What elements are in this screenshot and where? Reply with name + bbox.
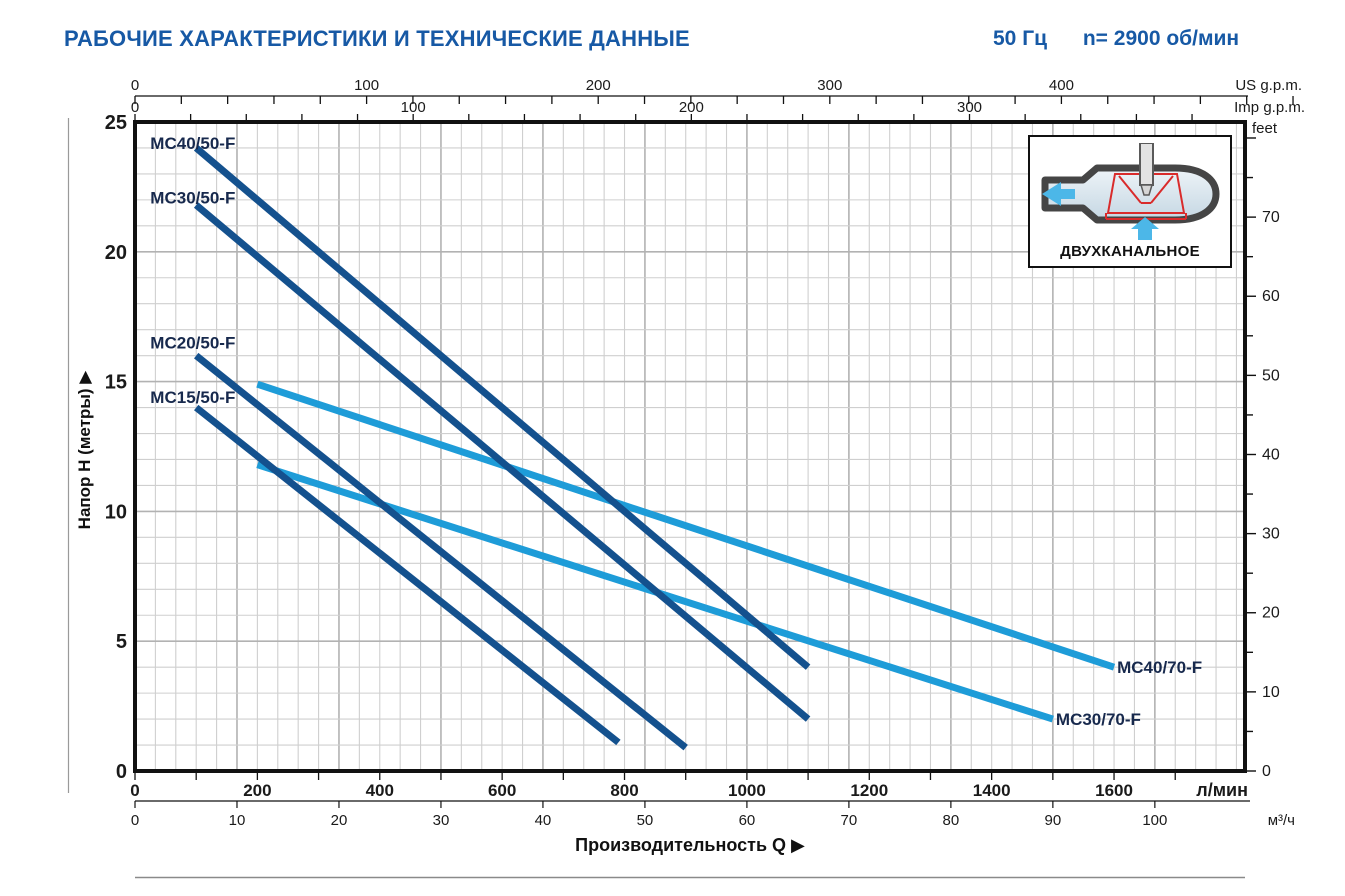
inset-caption: ДВУХКАНАЛЬНОЕ bbox=[1060, 243, 1200, 260]
meters-tick-label: 15 bbox=[105, 372, 127, 394]
us-tick-label: 0 bbox=[131, 77, 139, 94]
lmin-tick-label: 800 bbox=[610, 781, 638, 800]
feet-tick-label: 0 bbox=[1262, 763, 1271, 780]
lmin-tick-label: 600 bbox=[488, 781, 516, 800]
feet-tick-label: 60 bbox=[1262, 288, 1280, 305]
frequency-label: 50 Гц bbox=[993, 27, 1048, 50]
axis-lmin: 0 200 400 600 800 1000 1200 1400 1600 л/мин bbox=[130, 773, 1248, 800]
feet-tick-label: 20 bbox=[1262, 605, 1280, 622]
chart-border bbox=[133, 120, 1247, 773]
feet-tick-label: 40 bbox=[1262, 446, 1280, 463]
lmin-tick-label: 1000 bbox=[728, 781, 766, 800]
header-specs: 50 Гц n= 2900 об/мин bbox=[993, 27, 1239, 51]
feet-tick-label: 10 bbox=[1262, 684, 1280, 701]
lmin-tick-label: 1400 bbox=[973, 781, 1011, 800]
axis-feet: 0 10 20 30 40 50 60 70 feet bbox=[1247, 120, 1280, 780]
feet-tick-label: 30 bbox=[1262, 526, 1280, 543]
imp-tick-label: 300 bbox=[957, 99, 982, 116]
us-unit-label: US g.p.m. bbox=[1235, 77, 1302, 94]
curve-label-MC30/70-F: MC30/70-F bbox=[1056, 710, 1141, 729]
m3h-tick-label: 0 bbox=[131, 812, 139, 829]
meters-tick-label: 20 bbox=[105, 242, 127, 264]
x-axis-title: Производительность Q ▶ bbox=[575, 835, 805, 855]
pump-cross-section-diagram bbox=[1041, 143, 1220, 240]
meters-tick-label: 25 bbox=[105, 112, 127, 134]
shaft bbox=[1139, 143, 1154, 196]
feet-tick-label: 50 bbox=[1262, 367, 1280, 384]
outflow-arrow-icon bbox=[1042, 182, 1075, 206]
m3h-tick-label: 10 bbox=[229, 812, 246, 829]
feet-tick-label: 70 bbox=[1262, 209, 1280, 226]
meters-tick-label: 10 bbox=[105, 501, 127, 523]
inflow-arrow-icon bbox=[1131, 217, 1159, 240]
axis-imp-gpm: 0 100 200 300 Imp g.p.m. bbox=[131, 99, 1305, 120]
lmin-tick-label: 400 bbox=[366, 781, 394, 800]
imp-unit-label: Imp g.p.m. bbox=[1234, 99, 1305, 116]
us-tick-label: 300 bbox=[817, 77, 842, 94]
curve-label-MC40/50-F: MC40/50-F bbox=[150, 134, 235, 153]
axis-meters: 0 5 10 15 20 25 bbox=[105, 112, 127, 783]
curve-label-MC20/50-F: MC20/50-F bbox=[150, 334, 235, 353]
us-tick-label: 200 bbox=[586, 77, 611, 94]
meters-tick-label: 5 bbox=[116, 631, 127, 653]
m3h-tick-label: 20 bbox=[331, 812, 348, 829]
m3h-tick-label: 100 bbox=[1142, 812, 1167, 829]
curve-label-MC30/50-F: MC30/50-F bbox=[150, 188, 235, 207]
curve-MC30/50-F bbox=[193, 202, 811, 722]
curve-MC40/70-F bbox=[256, 380, 1116, 671]
m3h-tick-label: 60 bbox=[739, 812, 756, 829]
imp-tick-label: 0 bbox=[131, 99, 139, 116]
m3h-tick-label: 90 bbox=[1045, 812, 1062, 829]
speed-label: n= 2900 об/мин bbox=[1082, 27, 1240, 50]
axis-m3h: 0 10 20 30 40 50 60 70 80 90 100 м³/ч bbox=[131, 800, 1295, 829]
curves bbox=[193, 145, 1116, 751]
curve-MC40/50-F bbox=[193, 145, 811, 670]
impeller-inset-box: ДВУХКАНАЛЬНОЕ bbox=[1028, 135, 1232, 268]
m3h-unit-label: м³/ч bbox=[1268, 812, 1295, 829]
lmin-tick-label: 200 bbox=[243, 781, 271, 800]
impeller-outline bbox=[1105, 173, 1187, 220]
axis-us-gpm: 0 100 200 300 400 US g.p.m. bbox=[131, 77, 1302, 104]
m3h-tick-label: 80 bbox=[943, 812, 960, 829]
lmin-tick-label: 1600 bbox=[1095, 781, 1133, 800]
lmin-unit-label: л/мин bbox=[1196, 780, 1248, 800]
curve-label-MC15/50-F: MC15/50-F bbox=[150, 388, 235, 407]
us-tick-label: 100 bbox=[354, 77, 379, 94]
meters-tick-label: 0 bbox=[116, 761, 127, 783]
lmin-tick-label: 1200 bbox=[850, 781, 888, 800]
y-axis-title: Напор H (метры) ▶ bbox=[75, 370, 94, 530]
page-title: РАБОЧИЕ ХАРАКТЕРИСТИКИ И ТЕХНИЧЕСКИЕ ДАН… bbox=[64, 26, 690, 51]
m3h-tick-label: 50 bbox=[637, 812, 654, 829]
m3h-tick-label: 70 bbox=[841, 812, 858, 829]
curve-MC20/50-F bbox=[194, 352, 688, 751]
curve-label-MC40/70-F: MC40/70-F bbox=[1117, 658, 1202, 677]
feet-unit-label: feet bbox=[1252, 120, 1278, 137]
curve-MC15/50-F bbox=[194, 404, 621, 746]
imp-tick-label: 200 bbox=[679, 99, 704, 116]
lmin-tick-label: 0 bbox=[130, 781, 139, 800]
m3h-tick-label: 40 bbox=[535, 812, 552, 829]
us-tick-label: 400 bbox=[1049, 77, 1074, 94]
imp-tick-label: 100 bbox=[401, 99, 426, 116]
m3h-tick-label: 30 bbox=[433, 812, 450, 829]
